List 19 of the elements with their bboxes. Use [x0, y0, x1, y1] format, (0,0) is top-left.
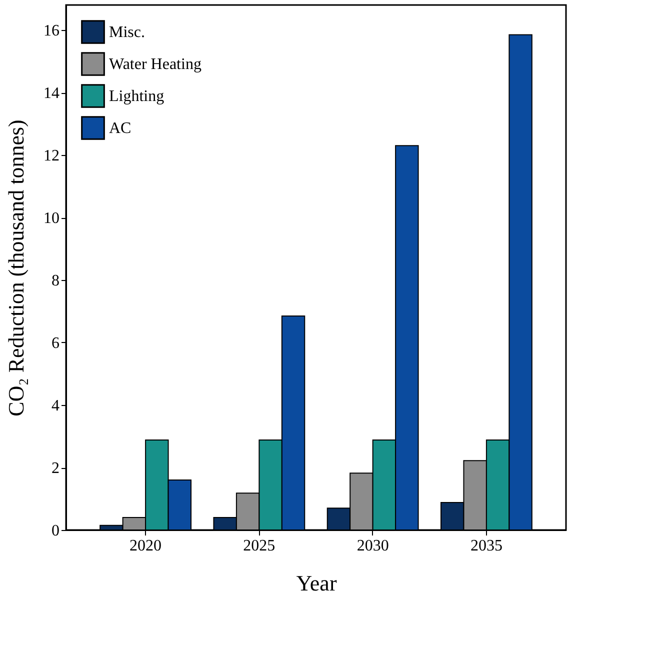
legend-label: Water Heating [109, 56, 202, 73]
y-tick-label: 2 [52, 460, 60, 477]
y-tick-label: 16 [44, 22, 60, 40]
x-tick-label: 2035 [470, 538, 502, 554]
y-axis-title: CO₂ Reduction (thousand tonnes) [4, 120, 28, 416]
y-tick-label: 10 [44, 210, 60, 227]
y-tick-label: 0 [52, 522, 60, 540]
legend-label: Misc. [109, 24, 145, 41]
legend-label: AC [109, 120, 132, 137]
y-tick-label: 8 [52, 272, 60, 290]
x-tick-label: 2030 [356, 538, 389, 554]
y-tick-label: 6 [52, 335, 60, 352]
x-tick-label: 2025 [243, 538, 276, 554]
y-tick-label: 12 [44, 148, 60, 164]
x-tick-label: 2020 [130, 538, 162, 554]
x-axis-title: Year [296, 570, 338, 596]
y-tick-label: 14 [44, 85, 60, 102]
legend-label: Lighting [109, 88, 164, 105]
y-tick-label: 4 [52, 398, 60, 414]
